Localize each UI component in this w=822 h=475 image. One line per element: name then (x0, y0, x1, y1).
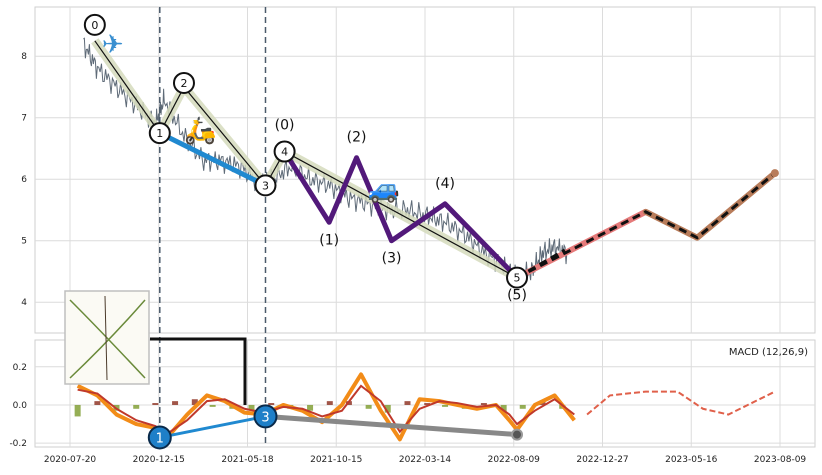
projection-dashed-line (516, 248, 566, 279)
sub-wave-label: (1) (319, 232, 339, 248)
macd-connector-line (159, 414, 266, 439)
scooter-icon: 🛵 (184, 116, 216, 146)
macd-point-label: 3 (261, 410, 269, 425)
projection-dashed-line (516, 171, 776, 279)
wave-point-label: 1 (156, 127, 163, 140)
macd-panel-title: MACD (12,26,9) (729, 347, 808, 358)
wave-point-label: 5 (514, 272, 521, 285)
wave-point-label: 0 (91, 19, 98, 32)
sub-wave-label: (4) (435, 176, 455, 192)
wave-line (94, 40, 518, 279)
macd-y-tick-label: -0.2 (9, 439, 27, 449)
channel-line (158, 130, 267, 188)
wave-point-marker (254, 174, 277, 197)
x-tick-label: 2023-08-09 (754, 455, 807, 465)
macd-projection-line (586, 390, 776, 416)
x-tick-label: 2020-07-20 (44, 455, 97, 465)
x-tick-label: 2020-12-15 (133, 455, 185, 465)
price-y-tick-label: 8 (21, 52, 27, 62)
macd-connector-endpoint (511, 428, 524, 441)
macd-y-tick-label: 0.0 (13, 401, 28, 411)
macd-histogram-bar (519, 404, 526, 409)
macd-point-marker (253, 404, 278, 429)
macd-histogram-bar (94, 401, 101, 405)
sub-wave-label: (2) (347, 130, 367, 146)
macd-point-marker (147, 425, 172, 450)
projection-endpoint (770, 169, 779, 178)
macd-point-label: 1 (156, 431, 164, 446)
macd-histogram-bar (442, 404, 449, 407)
price-y-tick-label: 6 (21, 175, 27, 185)
wave-point-label: 2 (180, 77, 187, 90)
macd-histogram-bar (500, 404, 507, 413)
wave-point-marker (148, 122, 171, 145)
macd-histogram-bar (172, 401, 179, 405)
price-y-tick-label: 5 (21, 237, 27, 247)
wave-point-marker (83, 13, 106, 36)
macd-histogram-bar (133, 404, 140, 409)
macd-histogram-bar (404, 401, 411, 405)
macd-histogram-bar (384, 404, 391, 413)
x-tick-label: 2021-10-15 (310, 455, 362, 465)
x-tick-label: 2023-05-16 (665, 455, 718, 465)
car-icon: 🚙 (368, 175, 400, 205)
wave-point-label: 3 (262, 179, 269, 192)
macd-connector-line (265, 413, 518, 438)
wave-point-marker (172, 71, 195, 94)
macd-histogram-bar (152, 403, 159, 405)
macd-histogram-bar (268, 403, 275, 405)
macd-histogram-bar (74, 404, 81, 417)
sub-wave-line (282, 150, 519, 280)
macd-histogram-bar (209, 404, 216, 407)
x-tick-label: 2021-05-18 (221, 455, 274, 465)
sub-wave-label: (0) (275, 118, 295, 134)
sub-wave-label: (3) (382, 251, 402, 267)
macd-histogram-bar (191, 399, 198, 405)
x-tick-label: 2022-03-14 (399, 455, 452, 465)
macd-histogram-bar (424, 403, 431, 405)
macd-histogram-bar (326, 401, 333, 405)
thumbnail-sketch (69, 299, 146, 379)
wave-point-label: 4 (281, 146, 288, 159)
price-y-tick-label: 7 (21, 114, 27, 124)
macd-y-tick-label: 0.2 (13, 363, 27, 373)
thumbnail-connector-line (150, 337, 247, 405)
macd-histogram-bar (365, 404, 372, 409)
macd-histogram-bar (480, 403, 487, 405)
wave-point-marker (506, 266, 529, 289)
sub-wave-label: (5) (507, 288, 527, 304)
macd-histogram-bar (307, 404, 314, 411)
x-tick-label: 2022-12-27 (576, 455, 628, 465)
wave-point-marker (273, 140, 296, 163)
x-tick-label: 2022-08-09 (488, 455, 541, 465)
airplane-icon: ✈ (102, 30, 124, 60)
macd-histogram-bar (248, 404, 255, 411)
thumbnail-sketch (104, 295, 108, 381)
price-y-tick-label: 4 (21, 298, 27, 308)
